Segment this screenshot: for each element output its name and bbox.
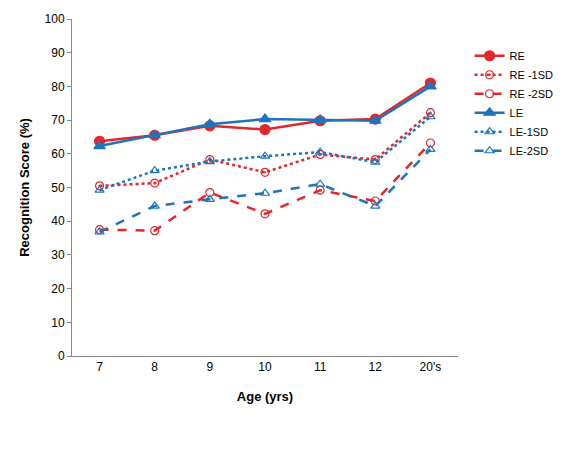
svg-text:RE -2SD: RE -2SD [510, 88, 553, 100]
svg-text:RE: RE [510, 50, 525, 62]
svg-text:RE -1SD: RE -1SD [510, 69, 553, 81]
svg-text:9: 9 [207, 360, 214, 374]
svg-text:LE: LE [510, 107, 523, 119]
svg-text:LE-1SD: LE-1SD [510, 126, 549, 138]
svg-text:0: 0 [58, 349, 65, 363]
svg-text:7: 7 [96, 360, 103, 374]
svg-text:100: 100 [45, 12, 65, 26]
svg-text:Recognition Score (%): Recognition Score (%) [17, 118, 32, 257]
svg-text:10: 10 [258, 360, 272, 374]
svg-text:Age (yrs): Age (yrs) [237, 389, 293, 404]
svg-text:12: 12 [369, 360, 383, 374]
svg-text:60: 60 [51, 147, 65, 161]
svg-text:8: 8 [151, 360, 158, 374]
svg-text:20's: 20's [420, 360, 442, 374]
svg-text:30: 30 [51, 248, 65, 262]
svg-text:50: 50 [51, 181, 65, 195]
svg-text:11: 11 [314, 360, 327, 374]
svg-text:70: 70 [51, 113, 65, 127]
svg-text:80: 80 [51, 80, 65, 94]
svg-text:90: 90 [51, 46, 65, 60]
svg-text:20: 20 [51, 282, 65, 296]
svg-text:40: 40 [51, 214, 65, 228]
svg-text:10: 10 [51, 316, 65, 330]
svg-text:LE-2SD: LE-2SD [510, 145, 549, 157]
